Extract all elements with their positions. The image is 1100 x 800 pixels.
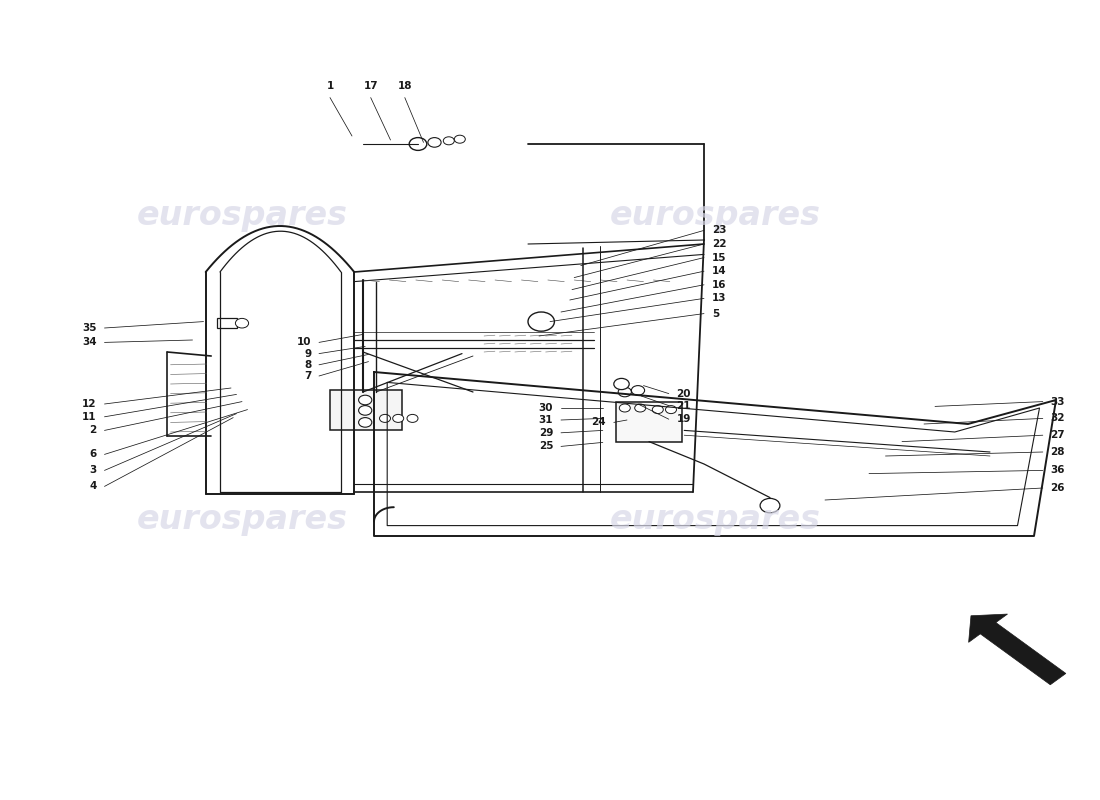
- Text: 17: 17: [363, 82, 378, 91]
- Text: 9: 9: [305, 349, 311, 358]
- Bar: [616, 402, 682, 442]
- Bar: [217, 318, 236, 328]
- Circle shape: [635, 404, 646, 412]
- Text: eurospares: eurospares: [609, 503, 821, 537]
- Circle shape: [652, 406, 663, 414]
- Text: 1: 1: [327, 82, 333, 91]
- Text: 22: 22: [712, 239, 726, 249]
- Circle shape: [409, 138, 427, 150]
- Text: 14: 14: [712, 266, 726, 276]
- Text: 18: 18: [397, 82, 412, 91]
- Circle shape: [760, 498, 780, 513]
- Text: 23: 23: [712, 226, 726, 235]
- Circle shape: [614, 378, 629, 390]
- Text: 11: 11: [82, 412, 97, 422]
- Circle shape: [407, 414, 418, 422]
- Text: 8: 8: [304, 360, 311, 370]
- Circle shape: [379, 414, 390, 422]
- Polygon shape: [969, 614, 1066, 685]
- Circle shape: [619, 404, 630, 412]
- Text: eurospares: eurospares: [136, 199, 348, 233]
- Circle shape: [359, 395, 372, 405]
- Text: 20: 20: [676, 389, 691, 398]
- Text: 16: 16: [712, 280, 726, 290]
- Circle shape: [454, 135, 465, 143]
- Text: 19: 19: [676, 414, 691, 424]
- Text: 25: 25: [539, 442, 553, 451]
- Text: 36: 36: [1050, 466, 1065, 475]
- Text: 7: 7: [304, 371, 311, 381]
- Text: 27: 27: [1050, 430, 1065, 440]
- Circle shape: [359, 418, 372, 427]
- Text: 28: 28: [1050, 447, 1065, 457]
- Circle shape: [618, 387, 631, 397]
- Text: eurospares: eurospares: [136, 503, 348, 537]
- Circle shape: [631, 386, 645, 395]
- Text: eurospares: eurospares: [609, 199, 821, 233]
- Circle shape: [235, 318, 249, 328]
- Text: 2: 2: [89, 426, 97, 435]
- Text: 32: 32: [1050, 414, 1065, 423]
- Text: 33: 33: [1050, 397, 1065, 406]
- Text: 12: 12: [82, 399, 97, 409]
- Circle shape: [528, 312, 554, 331]
- Text: 13: 13: [712, 294, 726, 303]
- Circle shape: [393, 414, 404, 422]
- Circle shape: [443, 137, 454, 145]
- Text: 34: 34: [82, 338, 97, 347]
- Circle shape: [666, 406, 676, 414]
- Text: 6: 6: [89, 450, 97, 459]
- Circle shape: [359, 406, 372, 415]
- Text: 4: 4: [89, 482, 97, 491]
- Text: 10: 10: [297, 338, 311, 347]
- Circle shape: [428, 138, 441, 147]
- Text: 30: 30: [539, 403, 553, 413]
- Text: 31: 31: [539, 415, 553, 425]
- Text: 3: 3: [89, 466, 97, 475]
- Text: 15: 15: [712, 253, 726, 262]
- Text: 26: 26: [1050, 483, 1065, 493]
- Text: 5: 5: [712, 309, 719, 318]
- Text: 29: 29: [539, 428, 553, 438]
- Bar: [330, 390, 402, 430]
- Text: 35: 35: [82, 323, 97, 333]
- Text: 24: 24: [592, 418, 606, 427]
- Text: 21: 21: [676, 401, 691, 410]
